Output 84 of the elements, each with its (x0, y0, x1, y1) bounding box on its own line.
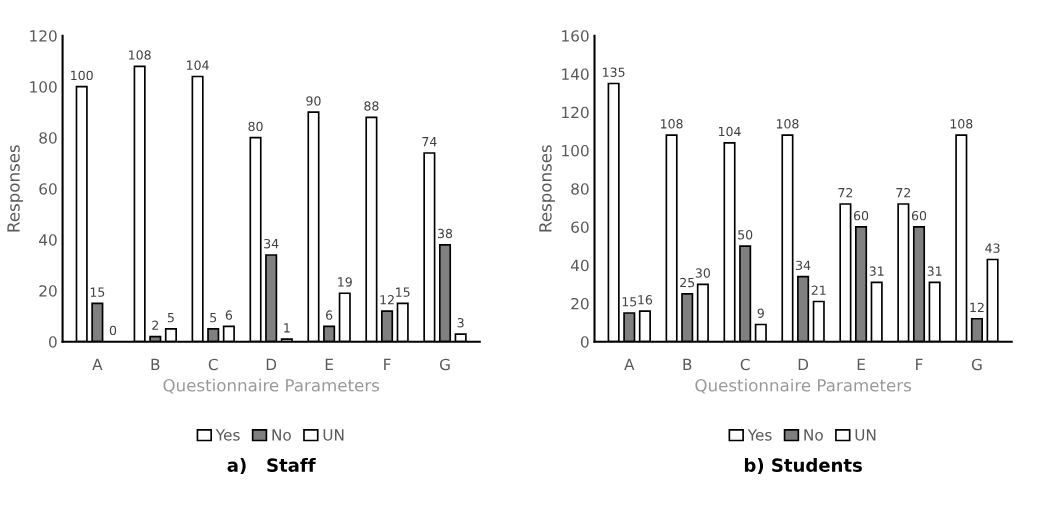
data-label: 104 (718, 126, 741, 137)
data-label: 72 (896, 187, 911, 198)
legend-label: UN (323, 429, 344, 441)
legend-label: UN (855, 429, 876, 441)
data-label: 100 (71, 70, 93, 81)
data-label: 9 (757, 308, 764, 318)
data-label: 34 (264, 238, 279, 249)
data-label: 15 (396, 287, 410, 297)
x-tick-label: B (151, 358, 160, 370)
x-tick-label: D (798, 358, 809, 370)
x-tick-label: E (857, 358, 865, 370)
y-tick-label: 80 (39, 132, 57, 144)
data-label: 12 (970, 302, 984, 312)
text: b) Students (744, 457, 862, 475)
text: a) Staff (227, 457, 316, 475)
data-label: 31 (869, 266, 884, 276)
data-label: 31 (927, 266, 942, 276)
data-label: 74 (422, 137, 437, 147)
data-label: 30 (695, 268, 710, 278)
y-axis-title: Responses (7, 145, 23, 232)
y-tick-label: 100 (30, 81, 57, 93)
data-label: 3 (457, 318, 464, 328)
data-label: 60 (853, 210, 869, 221)
data-label: 15 (90, 287, 105, 297)
data-label: 60 (911, 210, 927, 221)
x-tick-label: A (624, 358, 635, 370)
x-tick-label: F (916, 358, 923, 370)
x-tick-label: A (92, 358, 103, 370)
data-label: 34 (796, 260, 811, 271)
data-label: 90 (306, 96, 321, 106)
data-label: 15 (622, 297, 637, 307)
legend-label: Yes (747, 429, 772, 441)
x-tick-label: G (971, 358, 982, 371)
x-tick-label: F (384, 358, 391, 370)
data-label: 0 (109, 325, 117, 336)
data-label: 38 (438, 228, 453, 239)
y-tick-label: 120 (30, 30, 57, 42)
data-label: 50 (738, 230, 753, 240)
x-axis-title: Questionnaire Parameters (695, 378, 911, 394)
x-tick-label: D (266, 358, 277, 370)
y-tick-label: 0 (49, 336, 57, 348)
y-tick-label: 20 (39, 285, 57, 297)
data-label: 5 (167, 313, 174, 323)
data-label: 19 (338, 277, 352, 287)
x-axis-title: Questionnaire Parameters (163, 378, 380, 394)
data-label: 16 (638, 295, 653, 305)
y-tick-label: 0 (580, 336, 589, 348)
data-label: 108 (950, 119, 973, 129)
y-tick-label: 60 (571, 221, 589, 233)
data-label: 12 (380, 295, 394, 305)
data-label: 21 (811, 285, 826, 295)
data-label: 72 (838, 187, 853, 198)
data-label: 1 (284, 323, 290, 333)
x-tick-label: C (740, 358, 750, 371)
y-axis-title: Responses (539, 145, 555, 232)
y-tick-label: 60 (39, 183, 57, 195)
data-label: 2 (152, 320, 159, 330)
legend-label: No (272, 429, 291, 441)
legend-label: Yes (215, 429, 240, 441)
data-label: 104 (187, 60, 209, 70)
data-label: 108 (661, 119, 683, 129)
data-label: 108 (776, 119, 799, 129)
y-tick-label: 120 (562, 106, 589, 119)
data-label: 25 (680, 277, 695, 288)
y-tick-label: 160 (562, 30, 589, 42)
data-label: 80 (248, 121, 263, 132)
y-tick-label: 100 (562, 144, 589, 157)
y-tick-label: 40 (39, 234, 57, 246)
y-tick-label: 140 (562, 68, 589, 80)
x-tick-label: C (208, 358, 218, 371)
x-tick-label: B (683, 358, 692, 370)
data-label: 135 (603, 67, 625, 77)
data-label: 43 (985, 243, 1000, 253)
x-tick-label: G (439, 358, 450, 371)
x-tick-label: E (325, 358, 333, 370)
y-tick-label: 80 (571, 183, 589, 195)
legend-label: No (804, 429, 823, 441)
data-label: 6 (326, 310, 333, 320)
data-label: 88 (364, 101, 379, 111)
y-tick-label: 20 (571, 297, 589, 310)
y-tick-label: 40 (570, 259, 589, 272)
data-label: 5 (210, 313, 217, 323)
data-label: 108 (129, 50, 151, 60)
data-label: 6 (225, 310, 233, 320)
